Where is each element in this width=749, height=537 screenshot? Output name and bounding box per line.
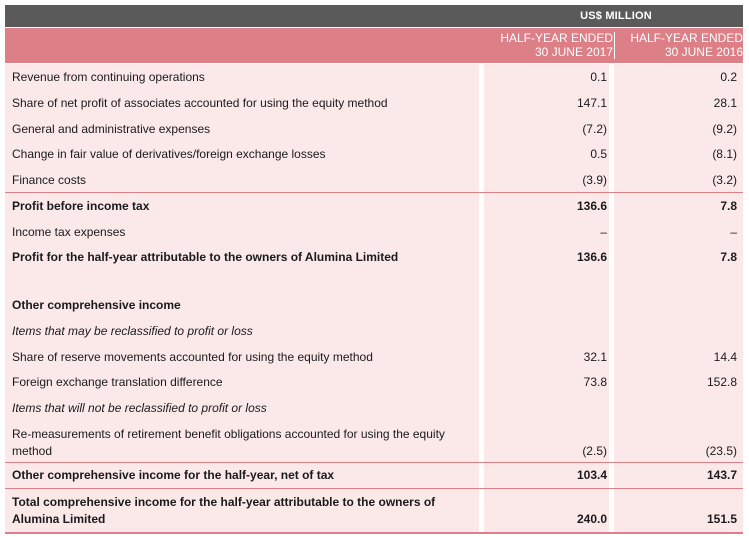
column-header-2016-line1: HALF-YEAR ENDED <box>630 31 743 45</box>
value-column-2016-background <box>614 64 743 532</box>
value-2017: 240.0 <box>576 512 607 526</box>
value-2016: 143.7 <box>706 468 737 482</box>
column-header-2016-line2: 30 JUNE 2016 <box>664 45 743 59</box>
column-header-2017-line1: HALF-YEAR ENDED <box>500 31 613 45</box>
row-label: Finance costs <box>12 173 87 187</box>
row-separator <box>5 192 743 193</box>
row-label-line1: Re-measurements of retirement benefit ob… <box>12 427 445 441</box>
value-2017: 0.5 <box>590 147 607 161</box>
row-label: Profit for the half-year attributable to… <box>12 250 399 264</box>
value-2017: 136.6 <box>576 199 607 213</box>
value-2016: 0.2 <box>720 70 737 84</box>
value-2016: 14.4 <box>713 350 737 364</box>
value-2016: 151.5 <box>706 512 737 526</box>
value-2016: 7.8 <box>720 250 737 264</box>
currency-unit-label: US$ MILLION <box>580 10 652 22</box>
value-2016: 7.8 <box>720 199 737 213</box>
value-2017: 32.1 <box>583 350 607 364</box>
column-header-2017: HALF-YEAR ENDED 30 JUNE 2017 <box>489 31 613 59</box>
value-2016: 152.8 <box>706 375 737 389</box>
row-label: Foreign exchange translation difference <box>12 375 223 389</box>
column-header-2016: HALF-YEAR ENDED 30 JUNE 2016 <box>619 31 743 59</box>
row-label: Profit before income tax <box>12 199 150 213</box>
value-column-2017-background <box>484 64 609 532</box>
row-separator <box>5 462 743 463</box>
row-label: Income tax expenses <box>12 225 126 239</box>
row-label: Share of reserve movements accounted for… <box>12 350 373 364</box>
value-2016: (3.2) <box>712 173 737 187</box>
column-header-2017-line2: 30 JUNE 2017 <box>534 45 613 59</box>
value-2017: (2.5) <box>582 444 607 458</box>
value-2017: 147.1 <box>576 96 607 110</box>
subsection-heading: Items that will not be reclassified to p… <box>12 401 267 415</box>
value-2017: 0.1 <box>590 70 607 84</box>
row-label: Share of net profit of associates accoun… <box>12 96 388 110</box>
section-heading: Other comprehensive income <box>12 298 181 312</box>
table-bottom-rule <box>5 532 743 534</box>
row-label: Change in fair value of derivatives/fore… <box>12 147 326 161</box>
row-label: Revenue from continuing operations <box>12 70 205 84</box>
row-label-line2: Alumina Limited <box>12 512 106 526</box>
label-column-background <box>5 64 479 532</box>
period-header-band: HALF-YEAR ENDED 30 JUNE 2017 HALF-YEAR E… <box>5 28 743 63</box>
row-label: Re-measurements of retirement benefit ob… <box>12 426 477 460</box>
value-2017: 73.8 <box>583 375 607 389</box>
row-label-line1: Total comprehensive income for the half-… <box>12 495 436 509</box>
value-2016: (9.2) <box>712 122 737 136</box>
row-label-line2: method <box>12 444 53 458</box>
value-2016: (8.1) <box>712 147 737 161</box>
row-label: Total comprehensive income for the half-… <box>12 494 477 528</box>
row-label: Other comprehensive income for the half-… <box>12 468 335 482</box>
value-2017: 136.6 <box>576 250 607 264</box>
value-2016: (23.5) <box>705 444 737 458</box>
subsection-heading: Items that may be reclassified to profit… <box>12 324 253 338</box>
value-2016: 28.1 <box>713 96 737 110</box>
row-separator <box>5 488 743 489</box>
currency-header-band: US$ MILLION <box>5 5 743 27</box>
value-2016: – <box>730 225 737 239</box>
value-2017: (7.2) <box>582 122 607 136</box>
value-2017: – <box>600 225 607 239</box>
row-label: General and administrative expenses <box>12 122 211 136</box>
value-2017: (3.9) <box>582 173 607 187</box>
value-2017: 103.4 <box>576 468 607 482</box>
column-header-divider <box>614 32 615 59</box>
